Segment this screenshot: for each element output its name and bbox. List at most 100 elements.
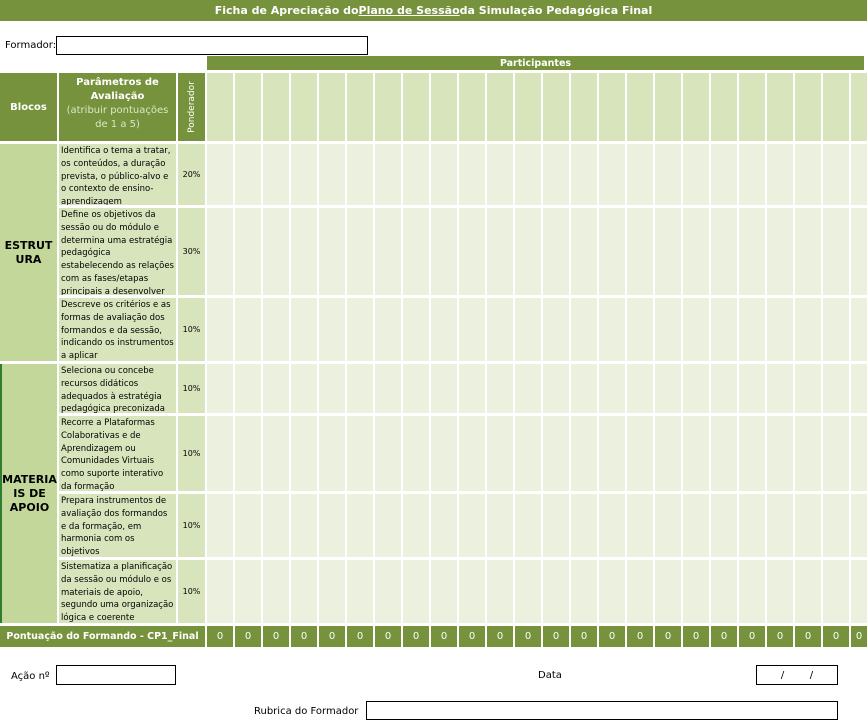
score-input-cell[interactable] — [459, 298, 485, 361]
score-input-cell[interactable] — [403, 144, 429, 205]
score-input-cell[interactable] — [795, 144, 821, 205]
score-input-cell[interactable] — [207, 416, 233, 491]
score-input-cell[interactable] — [627, 494, 653, 557]
score-input-cell[interactable] — [767, 298, 793, 361]
score-input-cell[interactable] — [235, 144, 261, 205]
score-input-cell[interactable] — [431, 208, 457, 295]
score-input-cell[interactable] — [403, 364, 429, 413]
score-input-cell[interactable] — [655, 494, 681, 557]
acao-field[interactable] — [56, 665, 176, 685]
score-input-cell[interactable] — [655, 144, 681, 205]
score-input-cell[interactable] — [319, 144, 345, 205]
score-input-cell[interactable] — [795, 298, 821, 361]
score-input-cell[interactable] — [599, 144, 625, 205]
score-input-cell[interactable] — [823, 298, 849, 361]
score-input-cell[interactable] — [571, 494, 597, 557]
score-input-cell[interactable] — [515, 416, 541, 491]
score-input-cell[interactable] — [767, 144, 793, 205]
score-input-cell[interactable] — [823, 560, 849, 623]
score-input-cell[interactable] — [767, 416, 793, 491]
score-input-cell[interactable] — [767, 364, 793, 413]
score-input-cell[interactable] — [291, 416, 317, 491]
score-input-cell[interactable] — [627, 416, 653, 491]
score-input-cell[interactable] — [571, 144, 597, 205]
score-input-cell[interactable] — [235, 560, 261, 623]
score-input-cell[interactable] — [571, 298, 597, 361]
score-input-cell[interactable] — [235, 364, 261, 413]
score-input-cell[interactable] — [543, 208, 569, 295]
score-input-cell[interactable] — [823, 364, 849, 413]
score-input-cell[interactable] — [571, 364, 597, 413]
score-input-cell[interactable] — [767, 494, 793, 557]
score-input-cell[interactable] — [543, 298, 569, 361]
score-input-cell[interactable] — [851, 364, 867, 413]
score-input-cell[interactable] — [291, 560, 317, 623]
score-input-cell[interactable] — [207, 208, 233, 295]
score-input-cell[interactable] — [263, 560, 289, 623]
score-input-cell[interactable] — [823, 494, 849, 557]
score-input-cell[interactable] — [235, 208, 261, 295]
score-input-cell[interactable] — [347, 560, 373, 623]
score-input-cell[interactable] — [823, 416, 849, 491]
score-input-cell[interactable] — [375, 560, 401, 623]
score-input-cell[interactable] — [599, 208, 625, 295]
score-input-cell[interactable] — [711, 298, 737, 361]
score-input-cell[interactable] — [739, 416, 765, 491]
score-input-cell[interactable] — [683, 494, 709, 557]
score-input-cell[interactable] — [627, 364, 653, 413]
score-input-cell[interactable] — [823, 208, 849, 295]
score-input-cell[interactable] — [655, 208, 681, 295]
score-input-cell[interactable] — [515, 298, 541, 361]
score-input-cell[interactable] — [851, 560, 867, 623]
score-input-cell[interactable] — [767, 208, 793, 295]
score-input-cell[interactable] — [375, 364, 401, 413]
score-input-cell[interactable] — [263, 416, 289, 491]
score-input-cell[interactable] — [235, 494, 261, 557]
score-input-cell[interactable] — [375, 144, 401, 205]
score-input-cell[interactable] — [431, 416, 457, 491]
score-input-cell[interactable] — [571, 560, 597, 623]
score-input-cell[interactable] — [263, 208, 289, 295]
score-input-cell[interactable] — [823, 144, 849, 205]
score-input-cell[interactable] — [403, 494, 429, 557]
score-input-cell[interactable] — [263, 298, 289, 361]
score-input-cell[interactable] — [403, 208, 429, 295]
score-input-cell[interactable] — [571, 208, 597, 295]
score-input-cell[interactable] — [711, 416, 737, 491]
score-input-cell[interactable] — [207, 298, 233, 361]
score-input-cell[interactable] — [235, 298, 261, 361]
score-input-cell[interactable] — [627, 560, 653, 623]
score-input-cell[interactable] — [487, 144, 513, 205]
score-input-cell[interactable] — [347, 298, 373, 361]
score-input-cell[interactable] — [487, 208, 513, 295]
score-input-cell[interactable] — [627, 144, 653, 205]
score-input-cell[interactable] — [403, 560, 429, 623]
score-input-cell[interactable] — [515, 364, 541, 413]
score-input-cell[interactable] — [431, 560, 457, 623]
score-input-cell[interactable] — [571, 416, 597, 491]
score-input-cell[interactable] — [487, 494, 513, 557]
score-input-cell[interactable] — [851, 416, 867, 491]
score-input-cell[interactable] — [683, 208, 709, 295]
score-input-cell[interactable] — [683, 416, 709, 491]
score-input-cell[interactable] — [431, 144, 457, 205]
score-input-cell[interactable] — [543, 560, 569, 623]
score-input-cell[interactable] — [291, 208, 317, 295]
score-input-cell[interactable] — [599, 416, 625, 491]
score-input-cell[interactable] — [543, 144, 569, 205]
score-input-cell[interactable] — [375, 208, 401, 295]
score-input-cell[interactable] — [319, 560, 345, 623]
score-input-cell[interactable] — [599, 494, 625, 557]
score-input-cell[interactable] — [627, 208, 653, 295]
score-input-cell[interactable] — [711, 144, 737, 205]
score-input-cell[interactable] — [683, 560, 709, 623]
score-input-cell[interactable] — [459, 364, 485, 413]
score-input-cell[interactable] — [515, 560, 541, 623]
score-input-cell[interactable] — [627, 298, 653, 361]
score-input-cell[interactable] — [319, 494, 345, 557]
score-input-cell[interactable] — [347, 364, 373, 413]
score-input-cell[interactable] — [711, 208, 737, 295]
score-input-cell[interactable] — [655, 298, 681, 361]
score-input-cell[interactable] — [487, 416, 513, 491]
score-input-cell[interactable] — [739, 364, 765, 413]
